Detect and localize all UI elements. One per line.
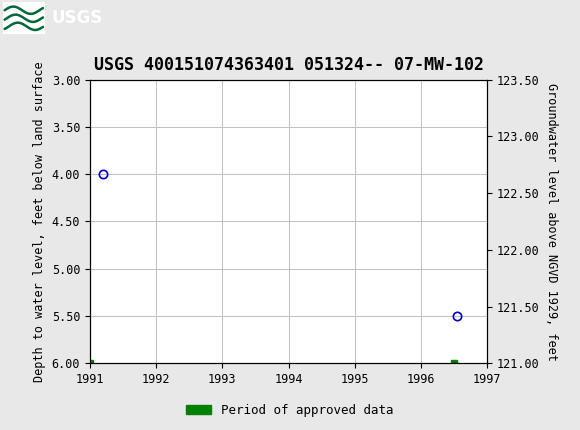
Text: USGS: USGS xyxy=(52,9,103,27)
Legend: Period of approved data: Period of approved data xyxy=(181,399,399,421)
Bar xyxy=(3,2,45,34)
Y-axis label: Depth to water level, feet below land surface: Depth to water level, feet below land su… xyxy=(33,61,46,382)
Y-axis label: Groundwater level above NGVD 1929, feet: Groundwater level above NGVD 1929, feet xyxy=(545,83,558,360)
Title: USGS 400151074363401 051324-- 07-MW-102: USGS 400151074363401 051324-- 07-MW-102 xyxy=(93,56,484,74)
